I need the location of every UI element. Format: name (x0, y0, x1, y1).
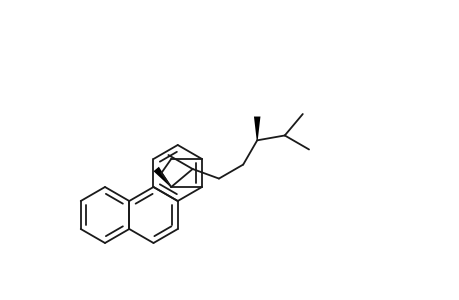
Polygon shape (253, 116, 260, 140)
Polygon shape (153, 167, 171, 187)
